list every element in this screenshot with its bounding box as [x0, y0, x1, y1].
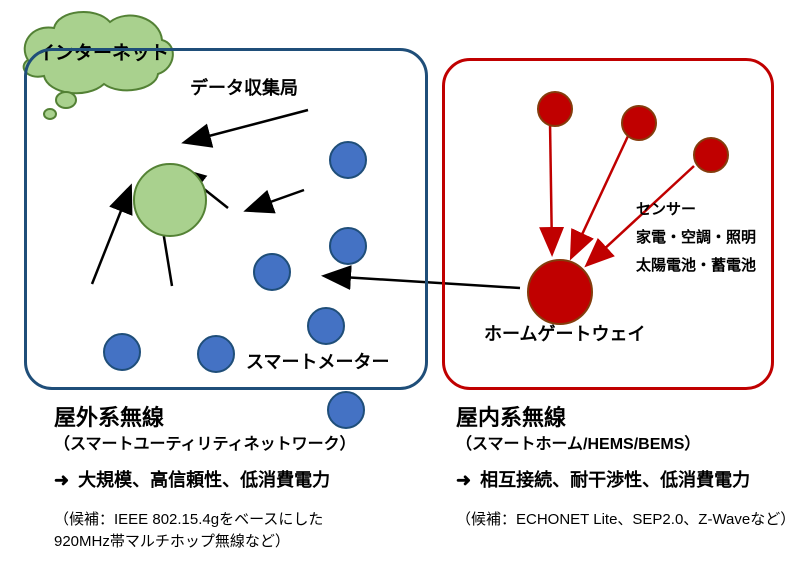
smart-meter-label: スマートメーター [246, 348, 389, 374]
meter-node [329, 227, 367, 265]
sensor-caption-2: 家電・空調・照明 [636, 228, 756, 248]
diagram-stage: インターネット データ収集局 スマートメーター ホームゲートウェイ センサー 家… [0, 0, 800, 571]
data-hub-node [133, 163, 207, 237]
sensor-node [621, 105, 657, 141]
gateway-node [527, 259, 593, 325]
sensor-caption-1: センサー [636, 200, 696, 220]
outdoor-candidates-2: 920MHz帯マルチホップ無線など） [54, 532, 290, 552]
sensor-node [693, 137, 729, 173]
meter-node [307, 307, 345, 345]
data-hub-label: データ収集局 [190, 74, 298, 100]
outdoor-heading: 屋外系無線 [54, 400, 164, 432]
sensor-caption-3: 太陽電池・蓄電池 [636, 256, 756, 276]
indoor-subheading: （スマートホーム/HEMS/BEMS） [456, 430, 700, 454]
indoor-heading: 屋内系無線 [456, 400, 566, 432]
sensor-node [537, 91, 573, 127]
meter-node [329, 141, 367, 179]
outdoor-subheading: （スマートユーティリティネットワーク） [54, 430, 356, 454]
meter-node [253, 253, 291, 291]
gateway-label: ホームゲートウェイ [484, 320, 645, 346]
arrow-icon: ➜ [456, 468, 469, 492]
meter-node [103, 333, 141, 371]
outdoor-candidates-1: （候補：IEEE 802.15.4gをベースにした [54, 510, 323, 530]
meter-node [197, 335, 235, 373]
meter-node [327, 391, 365, 429]
indoor-bullet: 相互接続、耐干渉性、低消費電力 [480, 470, 750, 490]
arrow-icon: ➜ [54, 468, 67, 492]
outdoor-bullet: 大規模、高信頼性、低消費電力 [78, 470, 330, 490]
indoor-candidates: （候補：ECHONET Lite、SEP2.0、Z-Waveなど） [456, 510, 795, 530]
